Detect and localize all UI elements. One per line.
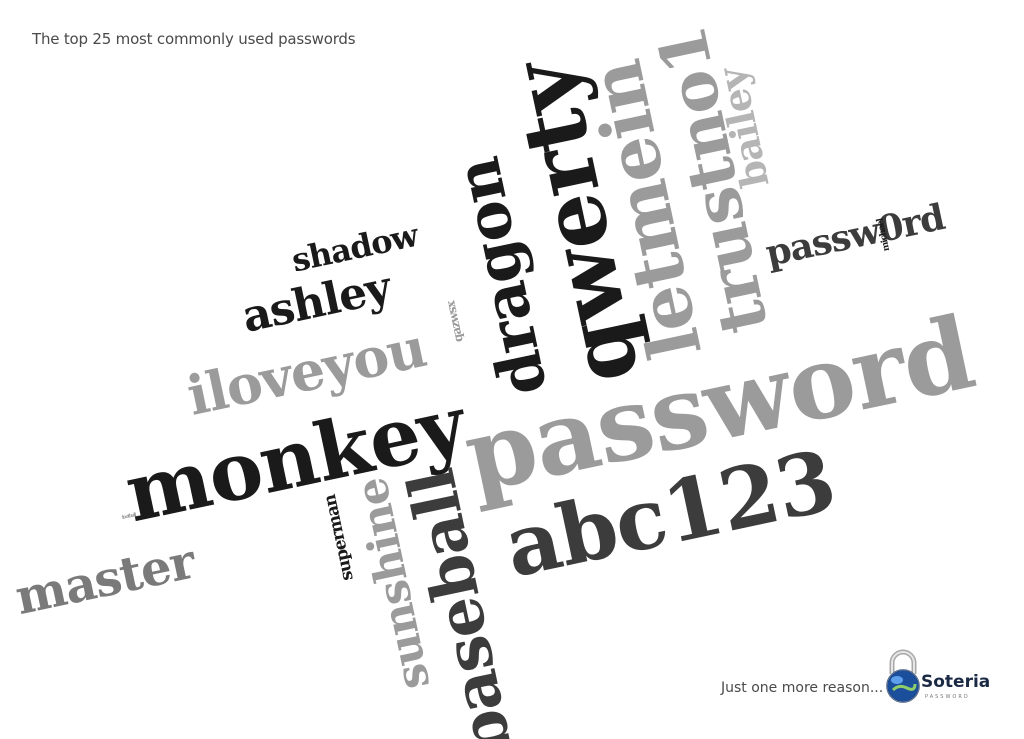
padlock-globe-icon	[886, 649, 920, 703]
brand-name: Soteria	[921, 672, 991, 692]
poster-heading: The top 25 most commonly used passwords	[32, 30, 356, 48]
word-passw0rd: passw0rd	[761, 196, 948, 275]
footer-tagline: Just one more reason...	[721, 680, 884, 696]
word-qazwsx: qazwsx	[443, 300, 466, 344]
brand-sub: PASSWORD	[925, 694, 970, 700]
word-master: master	[10, 533, 200, 627]
soteria-logo: Soteria PASSWORD	[883, 648, 993, 708]
